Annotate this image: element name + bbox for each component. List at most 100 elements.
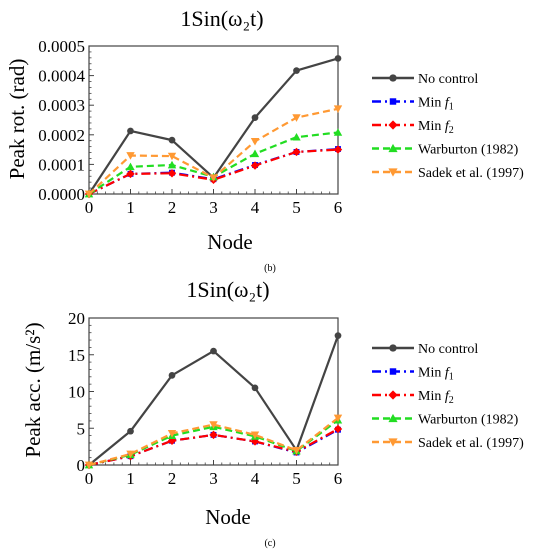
legend-entry-sadek-et-al-1997: Sadek et al. (1997) — [372, 436, 524, 451]
legend-label: Min f2 — [418, 389, 454, 406]
legend-marker — [389, 368, 397, 375]
data-point — [167, 160, 177, 169]
legend-entry-min-f2: Min f2 — [372, 389, 454, 406]
data-point — [250, 149, 260, 158]
panel-b-rotation-chart: 1Sin(ω₂t) Peak rot. (rad) Node (b) 0 1 2 3 4… — [5, 6, 524, 274]
y-tick-label: 0.0003 — [38, 96, 85, 115]
legend-label: No control — [418, 72, 478, 87]
data-point — [167, 430, 177, 438]
y-axis-label: Peak rot. (rad) — [5, 59, 29, 180]
data-point — [209, 430, 218, 440]
x-tick-label: 5 — [292, 198, 301, 217]
series-line — [88, 131, 339, 195]
x-tick-label: 4 — [251, 198, 260, 217]
series-sadek-et-al-1997 — [84, 414, 343, 470]
data-point — [126, 169, 135, 179]
data-point — [333, 128, 343, 136]
x-tick-label: 4 — [251, 469, 260, 488]
data-point — [334, 332, 342, 340]
y-tick-label: 0.0004 — [38, 67, 85, 86]
legend-label: Warburton (1982) — [418, 143, 519, 158]
y-axis-label: Peak acc. (m/s²) — [21, 322, 45, 457]
data-point — [168, 136, 176, 144]
data-point — [84, 190, 94, 199]
x-tick-label: 1 — [126, 469, 135, 488]
x-tick-label: 3 — [209, 469, 218, 488]
data-point — [167, 152, 177, 161]
data-point — [292, 446, 301, 455]
legend-marker — [388, 168, 398, 177]
data-point — [84, 461, 94, 470]
legend-label: Min f2 — [418, 119, 454, 136]
legend-entry-min-f1: Min f1 — [372, 96, 454, 113]
y-tick-label: 15 — [68, 346, 85, 365]
legend-marker — [388, 120, 398, 130]
data-point — [333, 414, 343, 423]
x-tick-label: 3 — [209, 198, 218, 217]
x-tick-label: 5 — [292, 469, 301, 488]
y-tick-label: 0.0002 — [38, 126, 85, 145]
legend-label: Min f1 — [418, 366, 454, 383]
legend-label: Min f1 — [418, 96, 454, 113]
series-line — [88, 335, 340, 466]
series-line — [88, 147, 339, 195]
legend-entry-warburton-1982: Warburton (1982) — [372, 143, 519, 158]
data-point — [333, 145, 343, 154]
data-point — [292, 132, 301, 141]
chart-title: 1Sin(ω₂t) — [186, 277, 269, 302]
chart-title: 1Sin(ω₂t) — [180, 6, 263, 31]
data-point — [126, 162, 135, 171]
legend-entry-sadek-et-al-1997: Sadek et al. (1997) — [372, 166, 524, 181]
x-tick-label: 0 — [85, 469, 94, 488]
x-tick-label: 2 — [168, 198, 177, 217]
x-tick-label: 1 — [126, 198, 135, 217]
y-tick-label: 5 — [77, 419, 86, 438]
data-point — [168, 371, 176, 379]
y-tick-label: 0.0001 — [38, 155, 85, 174]
data-point — [127, 127, 134, 135]
legend-label: No control — [418, 342, 478, 357]
data-point — [126, 450, 135, 459]
plot-frame — [88, 45, 339, 195]
legend-marker — [389, 98, 397, 105]
panel-caption: (b) — [264, 263, 276, 274]
legend-entry-no-control: No control — [372, 72, 478, 87]
legend-entry-min-f1: Min f1 — [372, 366, 454, 383]
x-axis-label: Node — [207, 230, 253, 254]
data-point — [333, 105, 343, 113]
data-point — [250, 431, 260, 440]
y-tick-label: 0 — [77, 456, 86, 475]
legend-marker — [389, 74, 397, 82]
x-axis-label: Node — [205, 505, 251, 529]
data-point — [127, 427, 134, 435]
data-point — [333, 424, 343, 434]
legend-entry-no-control: No control — [372, 342, 478, 357]
legend-marker — [388, 143, 398, 153]
series-line — [88, 148, 339, 195]
legend-marker — [388, 413, 398, 423]
legend-marker — [389, 344, 397, 352]
data-point — [250, 161, 260, 170]
y-tick-label: 10 — [68, 383, 85, 402]
x-tick-label: 6 — [334, 469, 343, 488]
y-tick-label: 0.0005 — [38, 37, 85, 56]
plot-frame — [88, 317, 339, 466]
legend-label: Sadek et al. (1997) — [418, 436, 524, 451]
y-tick-label: 20 — [68, 309, 85, 328]
data-point — [293, 67, 300, 74]
legend-marker — [388, 438, 398, 447]
data-point — [292, 114, 301, 122]
data-point — [209, 421, 218, 429]
panel-caption: (c) — [264, 538, 275, 549]
data-point — [167, 169, 177, 178]
x-tick-label: 6 — [334, 198, 343, 217]
legend-entry-warburton-1982: Warburton (1982) — [372, 413, 519, 428]
legend-label: Sadek et al. (1997) — [418, 166, 524, 181]
data-point — [251, 384, 259, 392]
data-point — [210, 347, 217, 355]
legend-entry-min-f2: Min f2 — [372, 119, 454, 136]
data-point — [126, 152, 135, 160]
x-tick-label: 0 — [85, 198, 94, 217]
data-point — [250, 137, 260, 146]
